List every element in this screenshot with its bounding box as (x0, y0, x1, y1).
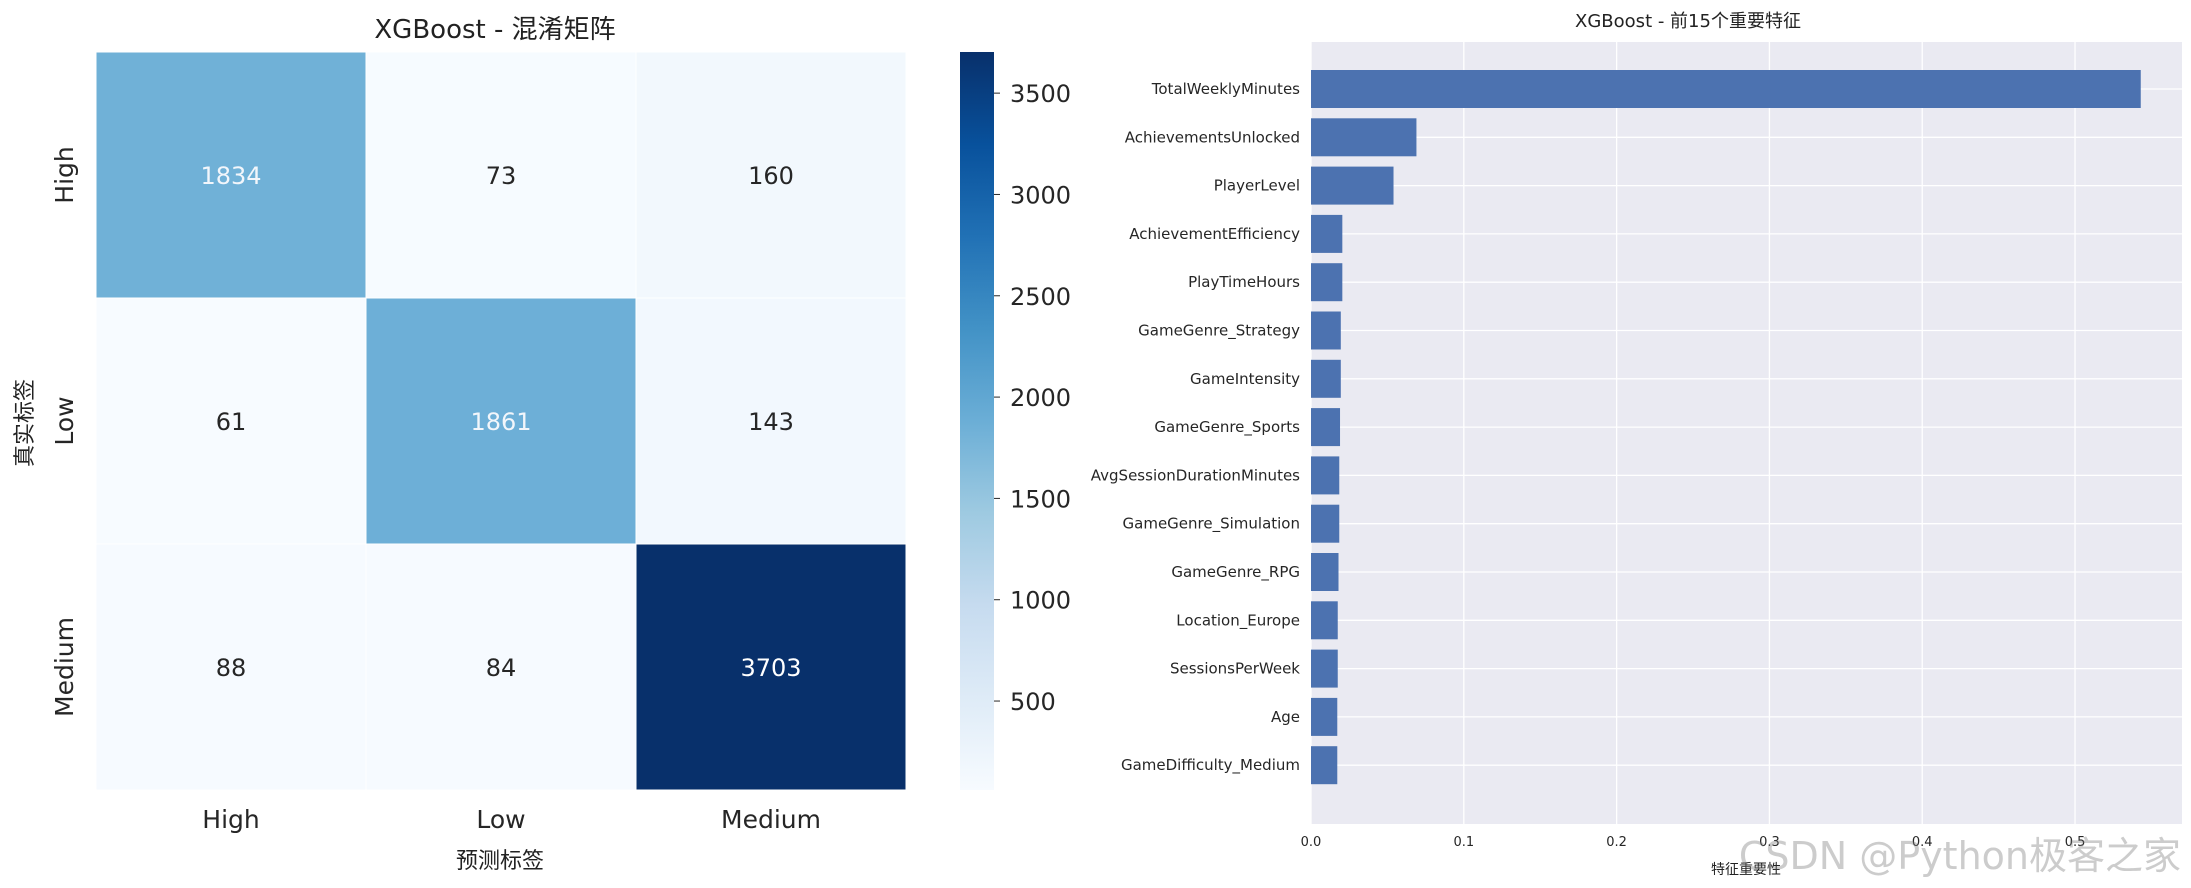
feature-importance-x-tick-labels: 0.0 0.1 0.2 0.3 0.4 0.5 (1301, 835, 2086, 850)
heatmap-cell (635, 297, 907, 545)
heatmap-cell (635, 543, 907, 791)
colorbar-tick-label: 3000 (1010, 181, 1071, 209)
colorbar-gradient (960, 52, 994, 790)
feature-name-label: GameGenre_RPG (1171, 563, 1300, 582)
feature-importance-title: XGBoost - 前15个重要特征 (1575, 11, 1801, 32)
x-tick-label: Low (476, 805, 525, 834)
feature-name-label: PlayTimeHours (1188, 273, 1300, 291)
feature-name-label: GameGenre_Strategy (1138, 322, 1300, 341)
heatmap-cell-value: 84 (486, 654, 517, 682)
feature-name-label: TotalWeeklyMinutes (1151, 80, 1300, 98)
colorbar-ticks: 500 1000 1500 2000 2500 3000 3500 (994, 80, 1071, 716)
confusion-matrix-y-axis-label: 真实标签 (13, 379, 38, 467)
feature-importance-bar (1311, 697, 1338, 736)
feature-importance-bar (1311, 359, 1341, 398)
colorbar-tick-label: 2000 (1010, 384, 1071, 412)
heatmap-cell-value: 160 (748, 162, 794, 190)
confusion-matrix-y-ticks: High Low Medium (50, 146, 79, 717)
feature-importance-bar (1311, 601, 1338, 640)
feature-importance-bar (1311, 214, 1343, 253)
heatmap-cell-value: 3703 (740, 654, 801, 682)
heatmap-cell (365, 51, 637, 299)
heatmap-cell (635, 51, 907, 299)
heatmap-cell-value: 73 (486, 162, 517, 190)
heatmap-cell-value: 1861 (470, 408, 531, 436)
heatmap-cell (365, 297, 637, 545)
colorbar-tick-label: 3500 (1010, 80, 1071, 108)
feature-name-label: Age (1271, 708, 1300, 726)
feature-name-label: SessionsPerWeek (1170, 660, 1300, 678)
x-tick-label: 0.4 (1912, 835, 1933, 850)
feature-importance-bar (1311, 311, 1341, 350)
feature-importance-bar (1311, 118, 1417, 157)
x-tick-label: 0.5 (2065, 835, 2086, 850)
heatmap-cell-value: 61 (216, 408, 247, 436)
feature-name-label: PlayerLevel (1214, 177, 1300, 195)
heatmap-cell (95, 297, 367, 545)
x-tick-label: 0.0 (1301, 835, 1322, 850)
feature-importance-bar (1311, 746, 1338, 785)
colorbar-tick-label: 1500 (1010, 485, 1071, 513)
x-tick-label: 0.1 (1453, 835, 1474, 850)
heatmap-cell (95, 543, 367, 791)
feature-importance-bar (1311, 408, 1341, 447)
colorbar-tick-label: 1000 (1010, 587, 1071, 615)
colorbar: 500 1000 1500 2000 2500 3000 3500 (960, 52, 1071, 790)
heatmap-cell (95, 51, 367, 299)
feature-importance-bar (1311, 263, 1343, 302)
feature-importance-bar (1311, 649, 1338, 688)
feature-name-label: GameDifficulty_Medium (1121, 756, 1300, 775)
feature-importance-bar (1311, 456, 1340, 495)
heatmap-cell-value: 88 (216, 654, 247, 682)
colorbar-tick-label: 500 (1010, 688, 1056, 716)
x-tick-label: High (202, 805, 259, 834)
feature-importance-bar (1311, 70, 2141, 108)
feature-name-label: AvgSessionDurationMinutes (1091, 466, 1300, 484)
x-tick-label: 0.2 (1606, 835, 1627, 850)
feature-importance-gridlines (1310, 42, 2182, 824)
feature-importance-chart: XGBoost - 前15个重要特征 TotalWeeklyMinutes Ach… (1091, 11, 2182, 878)
colorbar-tick-label: 2500 (1010, 283, 1071, 311)
feature-name-label: AchievementsUnlocked (1125, 128, 1300, 146)
confusion-matrix-title: XGBoost - 混淆矩阵 (374, 15, 615, 45)
feature-importance-bars (1311, 70, 2141, 785)
heatmap-cell-value: 143 (748, 408, 794, 436)
feature-name-label: GameGenre_Simulation (1123, 515, 1300, 534)
y-tick-label: Medium (50, 617, 79, 717)
y-tick-label: High (50, 146, 79, 203)
confusion-matrix-x-axis-label: 预测标签 (456, 849, 544, 874)
heatmap-cell (365, 543, 637, 791)
confusion-matrix-chart: XGBoost - 混淆矩阵 1834 73 160 61 1861 143 88 84 370… (13, 15, 1071, 874)
feature-importance-bar (1311, 166, 1394, 205)
feature-name-label: Location_Europe (1176, 611, 1300, 630)
x-tick-label: Medium (721, 805, 821, 834)
feature-name-label: AchievementEfficiency (1129, 225, 1300, 243)
feature-name-label: GameIntensity (1190, 370, 1300, 388)
feature-importance-bar (1311, 504, 1340, 543)
y-tick-label: Low (50, 396, 79, 445)
confusion-matrix-cells: 1834 73 160 61 1861 143 88 84 3703 (95, 51, 907, 791)
heatmap-cell-value: 1834 (200, 162, 261, 190)
feature-importance-y-tick-labels: TotalWeeklyMinutes AchievementsUnlocked Pl… (1091, 80, 1301, 775)
feature-importance-bar (1311, 553, 1339, 591)
confusion-matrix-x-ticks: High Low Medium (202, 805, 821, 834)
feature-importance-x-axis-label: 特征重要性 (1711, 862, 1781, 878)
feature-importance-plot-area (1311, 42, 2182, 824)
feature-name-label: GameGenre_Sports (1154, 418, 1300, 437)
x-tick-label: 0.3 (1759, 835, 1780, 850)
